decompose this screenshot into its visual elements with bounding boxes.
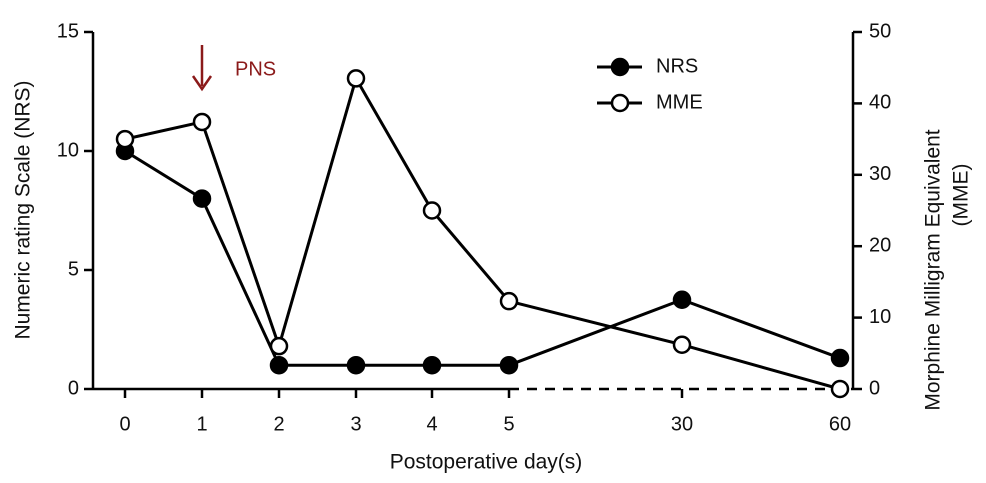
x-tick-label: 2 bbox=[273, 413, 284, 435]
x-tick-label: 30 bbox=[671, 413, 693, 435]
data-point bbox=[346, 355, 366, 375]
legend-label: MME bbox=[656, 91, 703, 113]
y2-axis-label: Morphine Milligram Equivalent bbox=[922, 129, 945, 410]
x-tick-label: 0 bbox=[119, 413, 130, 435]
series-line bbox=[124, 74, 841, 391]
x-tick-label: 60 bbox=[829, 413, 851, 435]
data-point bbox=[269, 336, 289, 356]
y2-tick-label: 30 bbox=[869, 163, 891, 185]
y2-tick-label: 20 bbox=[869, 234, 891, 256]
y2-tick-label: 40 bbox=[869, 92, 891, 114]
annotation-arrowhead bbox=[191, 75, 213, 92]
data-point bbox=[830, 379, 850, 399]
y2-tick-label: 10 bbox=[869, 306, 891, 328]
legend-marker bbox=[610, 93, 630, 113]
y-tick-label: 5 bbox=[68, 258, 79, 280]
data-point bbox=[499, 355, 519, 375]
y2-axis-label: (MME) bbox=[950, 164, 973, 227]
data-point bbox=[269, 355, 289, 375]
data-point bbox=[115, 129, 135, 149]
data-point bbox=[422, 201, 442, 220]
y-axis-label: Numeric rating Scale (NRS) bbox=[12, 80, 35, 339]
data-point bbox=[346, 69, 366, 88]
data-point bbox=[672, 335, 692, 354]
y-tick-label: 15 bbox=[57, 20, 79, 42]
data-point bbox=[422, 355, 442, 375]
annotation: PNS bbox=[235, 58, 276, 80]
x-axis-label: Postoperative day(s) bbox=[390, 451, 583, 474]
data-point bbox=[830, 348, 850, 368]
x-tick-label: 4 bbox=[426, 413, 437, 435]
y-tick-label: 10 bbox=[57, 139, 79, 161]
y2-tick-label: 0 bbox=[869, 377, 880, 399]
series-line bbox=[124, 149, 841, 367]
legend-label: NRS bbox=[656, 55, 698, 77]
y-tick-label: 0 bbox=[68, 377, 79, 399]
data-point bbox=[499, 291, 519, 311]
data-point bbox=[192, 112, 212, 132]
x-tick-label: 1 bbox=[196, 413, 207, 435]
x-tick-label: 5 bbox=[503, 413, 514, 435]
data-point bbox=[672, 290, 692, 309]
y2-tick-label: 50 bbox=[869, 20, 891, 42]
data-point bbox=[192, 189, 212, 208]
legend-marker bbox=[610, 57, 630, 77]
x-tick-label: 3 bbox=[350, 413, 361, 435]
